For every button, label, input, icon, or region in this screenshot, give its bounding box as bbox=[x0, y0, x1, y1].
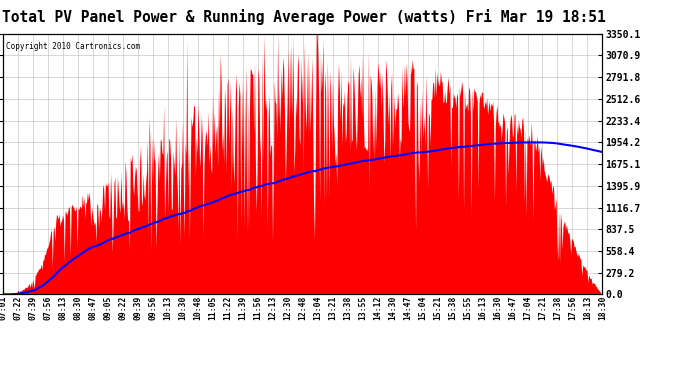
Text: Total PV Panel Power & Running Average Power (watts) Fri Mar 19 18:51: Total PV Panel Power & Running Average P… bbox=[2, 9, 606, 26]
Text: Copyright 2010 Cartronics.com: Copyright 2010 Cartronics.com bbox=[6, 42, 141, 51]
